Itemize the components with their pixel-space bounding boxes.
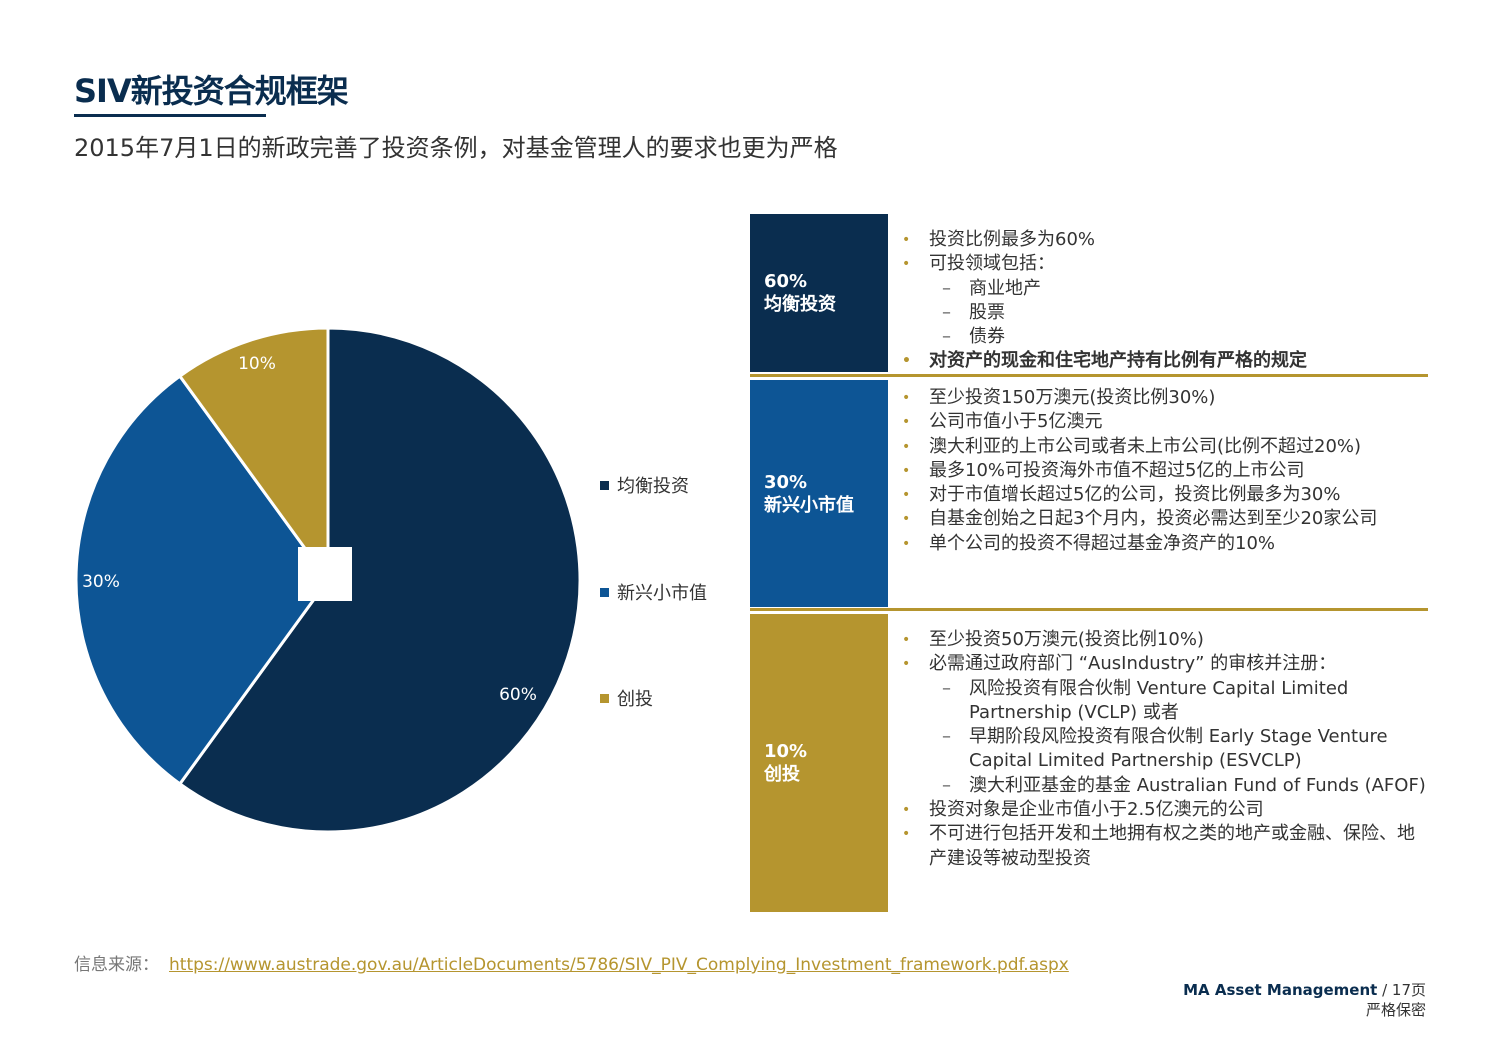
legend-swatch (600, 480, 609, 490)
row-divider (750, 374, 1428, 377)
category-percent: 30% (764, 471, 808, 493)
category-rules: 投资比例最多为60%可投领域包括：商业地产股票债券对资产的现金和住宅地产持有比例… (902, 214, 1428, 374)
bullet-item: 投资比例最多为60% (902, 228, 1428, 253)
footer-confidential: 严格保密 (1365, 1001, 1426, 1019)
footer: MA Asset Management / 17页 严格保密 (1183, 980, 1426, 1020)
category-percent: 10% (764, 741, 808, 762)
title-underline (74, 114, 266, 117)
legend-label: 创投 (617, 689, 653, 710)
bullet-item: 投资对象是企业市值小于2.5亿澳元的公司 (902, 798, 1428, 823)
pie-data-label: 30% (82, 572, 120, 592)
source-link[interactable]: https://www.austrade.gov.au/ArticleDocum… (169, 955, 1069, 975)
pie-slice (177, 326, 330, 585)
footer-page: / 17页 (1377, 981, 1426, 999)
legend-label: 新兴小市值 (617, 583, 707, 604)
pie-slice (177, 326, 582, 834)
category-name: 均衡投资 (764, 294, 836, 315)
bullet-item: 公司市值小于5亿澳元 (902, 410, 1428, 435)
category-name: 新兴小市值 (764, 494, 854, 516)
category-percent: 60% (764, 271, 808, 292)
page-title: SIV新投资合规框架 (74, 72, 349, 110)
source-label: 信息来源： (74, 955, 159, 975)
pie-data-label: 10% (238, 354, 276, 374)
bullet-item: 至少投资150万澳元(投资比例30%) (902, 386, 1428, 411)
category-row-venture: 10%创投至少投资50万澳元(投资比例10%)必需通过政府部门 “AusIndu… (750, 614, 1428, 912)
category-rules: 至少投资150万澳元(投资比例30%)公司市值小于5亿澳元澳大利亚的上市公司或者… (902, 380, 1428, 556)
sub-item: 债券 (902, 325, 1428, 350)
sub-item: 澳大利亚基金的基金 Australian Fund of Funds (AFOF… (902, 774, 1428, 799)
pie-data-label: 60% (499, 685, 537, 705)
legend-item: 均衡投资 (600, 472, 689, 498)
bullet-item: 单个公司的投资不得超过基金净资产的10% (902, 532, 1428, 557)
category-row-emerging: 30%新兴小市值至少投资150万澳元(投资比例30%)公司市值小于5亿澳元澳大利… (750, 380, 1428, 607)
bullet-item: 可投领域包括： (902, 252, 1428, 277)
bullet-item: 对资产的现金和住宅地产持有比例有严格的规定 (902, 349, 1428, 374)
legend-item: 创投 (600, 685, 653, 711)
page-subtitle: 2015年7月1日的新政完善了投资条例，对基金管理人的要求也更为严格 (74, 134, 838, 162)
footer-brand: MA Asset Management (1183, 981, 1378, 999)
legend-swatch (600, 693, 609, 703)
legend-label: 均衡投资 (617, 476, 689, 497)
category-label-block: 60% 均衡投资 (750, 214, 888, 372)
sub-item: 风险投资有限合伙制 Venture Capital Limited Partne… (902, 677, 1428, 726)
sub-item: 股票 (902, 301, 1428, 326)
bullet-item: 最多10%可投资海外市值不超过5亿的上市公司 (902, 459, 1428, 484)
category-label-block: 30% 新兴小市值 (750, 380, 888, 607)
legend-item: 新兴小市值 (600, 579, 707, 605)
sub-item: 早期阶段风险投资有限合伙制 Early Stage Venture Capita… (902, 725, 1428, 774)
bullet-item: 不可进行包括开发和土地拥有权之类的地产或金融、保险、地产建设等被动型投资 (902, 822, 1428, 871)
row-divider (750, 608, 1428, 611)
bullet-item: 自基金创始之日起3个月内，投资必需达到至少20家公司 (902, 507, 1428, 532)
bullet-item: 对于市值增长超过5亿的公司，投资比例最多为30% (902, 483, 1428, 508)
center-square (298, 547, 352, 601)
bullet-item: 必需通过政府部门 “AusIndustry” 的审核并注册： (902, 652, 1428, 677)
category-label-block: 10% 创投 (750, 614, 888, 912)
category-name: 创投 (764, 764, 800, 785)
category-row-balanced: 60%均衡投资投资比例最多为60%可投领域包括：商业地产股票债券对资产的现金和住… (750, 214, 1428, 374)
sub-item: 商业地产 (902, 277, 1428, 302)
legend-swatch (600, 587, 609, 597)
bullet-item: 至少投资50万澳元(投资比例10%) (902, 628, 1428, 653)
category-rules: 至少投资50万澳元(投资比例10%)必需通过政府部门 “AusIndustry”… (902, 614, 1428, 871)
pie-chart: 60% 30% 10% (74, 326, 582, 834)
source-note: 信息来源： https://www.austrade.gov.au/Article… (74, 950, 1069, 975)
bullet-item: 澳大利亚的上市公司或者未上市公司(比例不超过20%) (902, 435, 1428, 460)
pie-slice (74, 374, 330, 786)
